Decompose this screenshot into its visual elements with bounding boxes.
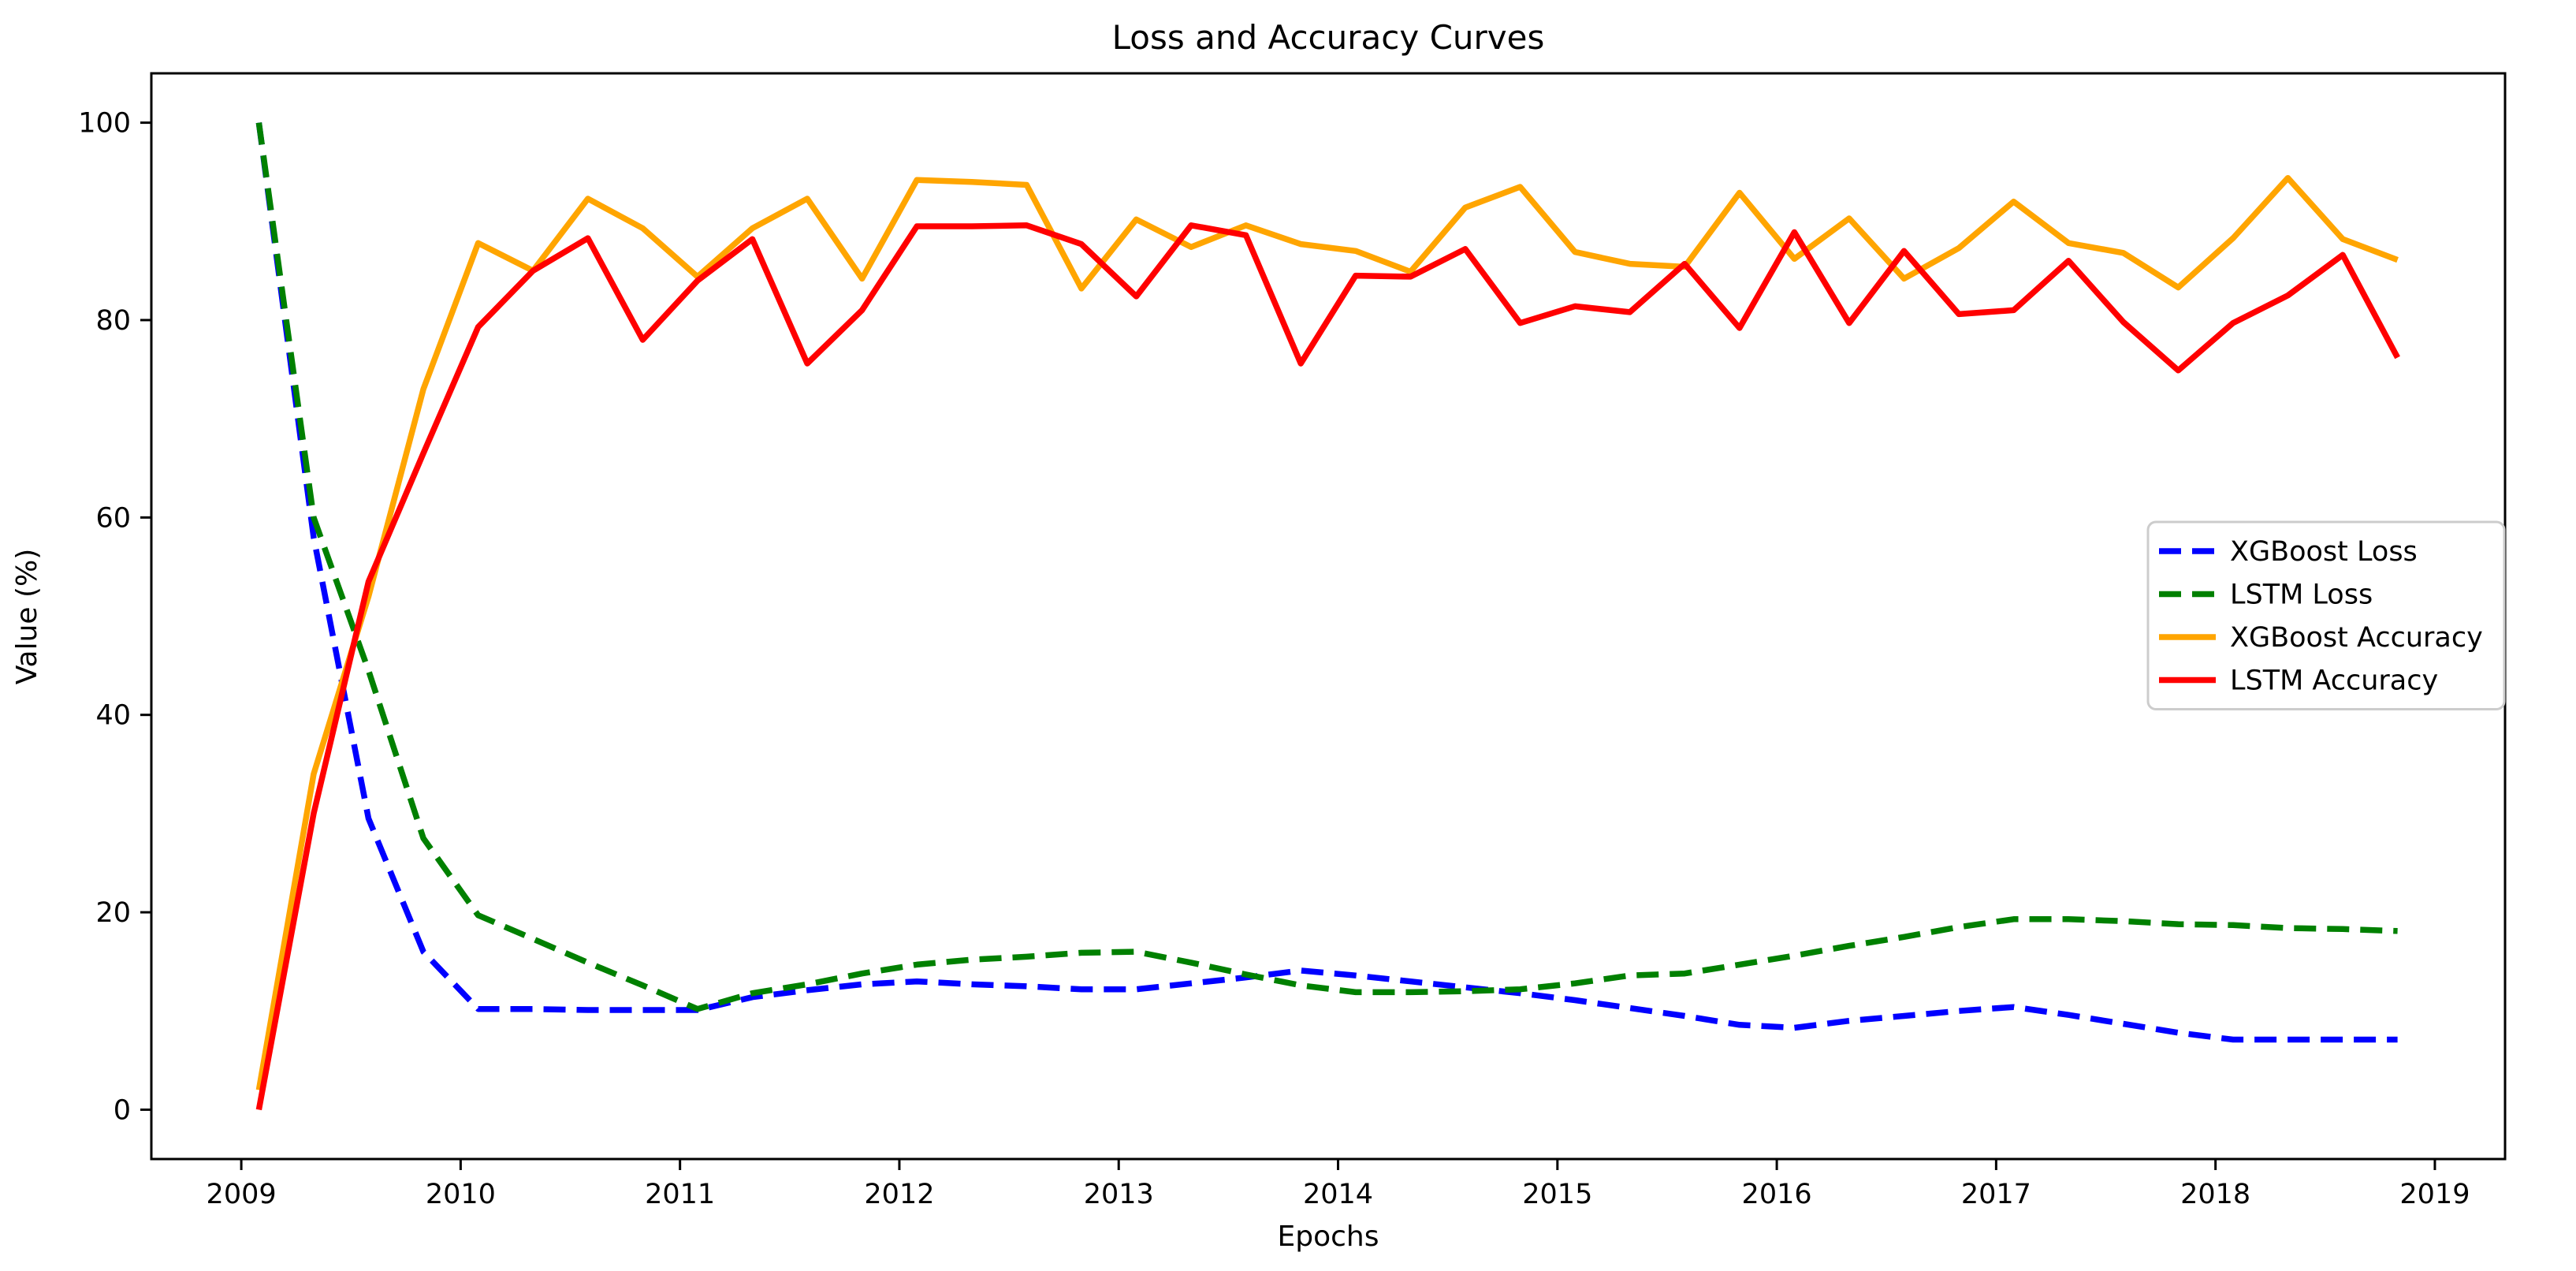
legend-box xyxy=(2146,520,2506,710)
x-tick-label: 2016 xyxy=(1742,1179,1812,1210)
y-tick-label: 20 xyxy=(95,897,131,929)
series-line-lstm-loss xyxy=(255,122,2398,1012)
y-axis-label: Value (%) xyxy=(11,549,43,685)
x-tick-label: 2010 xyxy=(426,1179,496,1210)
chart-title: Loss and Accuracy Curves xyxy=(1112,18,1545,57)
x-tick-label: 2012 xyxy=(864,1179,934,1210)
x-tick-label: 2015 xyxy=(1522,1179,1592,1210)
y-tick-label: 80 xyxy=(95,305,131,337)
x-tick-label: 2009 xyxy=(207,1179,277,1210)
series-line-xgboost-loss xyxy=(255,122,2398,1043)
legend-label-xgboost-accuracy: XGBoost Accuracy xyxy=(2230,622,2483,654)
x-tick-label: 2014 xyxy=(1303,1179,1373,1210)
legend-label-lstm-loss: LSTM Loss xyxy=(2230,580,2373,611)
x-tick-label: 2018 xyxy=(2180,1179,2250,1210)
legend: XGBoost Loss LSTM Loss XGBoost Accuracy LST… xyxy=(2146,520,2506,710)
x-tick-label: 2013 xyxy=(1084,1179,1154,1210)
y-tick-label: 40 xyxy=(95,700,131,732)
x-tick-label: 2019 xyxy=(2399,1179,2470,1210)
y-tick-label: 100 xyxy=(78,108,131,140)
x-axis-label: Epochs xyxy=(1278,1221,1379,1253)
legend-label-lstm-accuracy: LSTM Accuracy xyxy=(2230,665,2438,697)
x-tick-label: 2017 xyxy=(1961,1179,2031,1210)
series-line-lstm-accuracy xyxy=(255,222,2400,1111)
x-tick-label: 2011 xyxy=(645,1179,715,1210)
plot-area: 2009 2010 2011 2012 2013 2014 2015 2016 2017 2018… xyxy=(78,72,2507,1210)
legend-label-xgboost-loss: XGBoost Loss xyxy=(2230,536,2418,568)
y-tick-label: 60 xyxy=(95,502,131,534)
y-tick-label: 0 xyxy=(114,1094,131,1126)
series-line-xgboost-accuracy xyxy=(255,174,2399,1091)
